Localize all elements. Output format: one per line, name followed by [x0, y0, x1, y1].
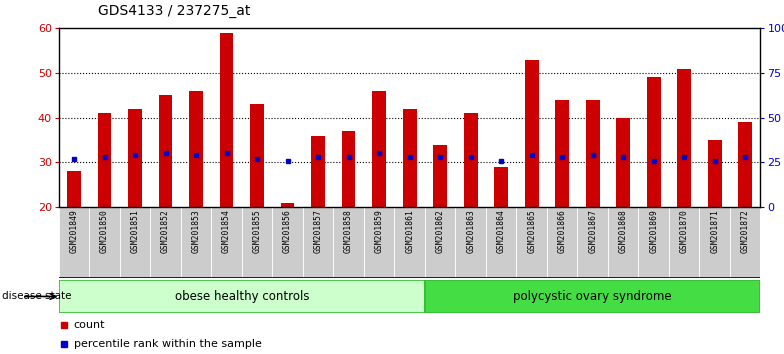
Bar: [89, 207, 120, 278]
Bar: [181, 207, 212, 278]
Text: GDS4133 / 237275_at: GDS4133 / 237275_at: [98, 4, 250, 18]
Bar: [120, 207, 151, 278]
Bar: [220, 33, 234, 207]
Bar: [616, 118, 630, 207]
Bar: [425, 207, 456, 278]
Text: GSM201849: GSM201849: [70, 209, 78, 253]
Text: GSM201859: GSM201859: [375, 209, 383, 253]
Bar: [555, 100, 569, 207]
Text: GSM201871: GSM201871: [710, 209, 719, 253]
Bar: [434, 144, 447, 207]
Text: GSM201872: GSM201872: [741, 209, 750, 253]
Bar: [425, 280, 760, 313]
Text: GSM201853: GSM201853: [191, 209, 201, 253]
Text: disease state: disease state: [2, 291, 71, 302]
Text: GSM201870: GSM201870: [680, 209, 688, 253]
Text: GSM201857: GSM201857: [314, 209, 323, 253]
Text: GSM201854: GSM201854: [222, 209, 231, 253]
Text: GSM201869: GSM201869: [649, 209, 659, 253]
Bar: [456, 207, 486, 278]
Bar: [699, 207, 730, 278]
Bar: [212, 207, 241, 278]
Bar: [67, 171, 81, 207]
Text: GSM201851: GSM201851: [131, 209, 140, 253]
Bar: [677, 69, 691, 207]
Bar: [638, 207, 669, 278]
Bar: [333, 207, 364, 278]
Bar: [311, 136, 325, 207]
Bar: [158, 95, 172, 207]
Bar: [189, 91, 203, 207]
Bar: [578, 207, 608, 278]
Bar: [486, 207, 517, 278]
Bar: [59, 207, 89, 278]
Bar: [494, 167, 508, 207]
Bar: [272, 207, 303, 278]
Text: GSM201855: GSM201855: [252, 209, 262, 253]
Text: GSM201864: GSM201864: [496, 209, 506, 253]
Bar: [739, 122, 752, 207]
Text: GSM201863: GSM201863: [466, 209, 475, 253]
Bar: [59, 280, 425, 313]
Bar: [464, 113, 477, 207]
Bar: [342, 131, 355, 207]
Text: GSM201862: GSM201862: [436, 209, 445, 253]
Bar: [281, 202, 295, 207]
Bar: [524, 59, 539, 207]
Bar: [669, 207, 699, 278]
Text: count: count: [74, 320, 105, 331]
Bar: [517, 207, 547, 278]
Bar: [547, 207, 578, 278]
Bar: [394, 207, 425, 278]
Text: GSM201865: GSM201865: [527, 209, 536, 253]
Text: polycystic ovary syndrome: polycystic ovary syndrome: [514, 290, 672, 303]
Bar: [586, 100, 600, 207]
Text: GSM201867: GSM201867: [588, 209, 597, 253]
Text: percentile rank within the sample: percentile rank within the sample: [74, 339, 262, 349]
Text: GSM201866: GSM201866: [557, 209, 567, 253]
Text: GSM201856: GSM201856: [283, 209, 292, 253]
Bar: [730, 207, 760, 278]
Bar: [364, 207, 394, 278]
Bar: [372, 91, 386, 207]
Text: GSM201861: GSM201861: [405, 209, 414, 253]
Text: GSM201868: GSM201868: [619, 209, 628, 253]
Text: GSM201858: GSM201858: [344, 209, 353, 253]
Bar: [608, 207, 638, 278]
Bar: [98, 113, 111, 207]
Text: obese healthy controls: obese healthy controls: [175, 290, 309, 303]
Bar: [151, 207, 181, 278]
Bar: [647, 78, 661, 207]
Bar: [403, 109, 416, 207]
Bar: [708, 140, 721, 207]
Bar: [241, 207, 272, 278]
Bar: [250, 104, 264, 207]
Text: GSM201850: GSM201850: [100, 209, 109, 253]
Bar: [303, 207, 333, 278]
Text: GSM201852: GSM201852: [161, 209, 170, 253]
Bar: [129, 109, 142, 207]
